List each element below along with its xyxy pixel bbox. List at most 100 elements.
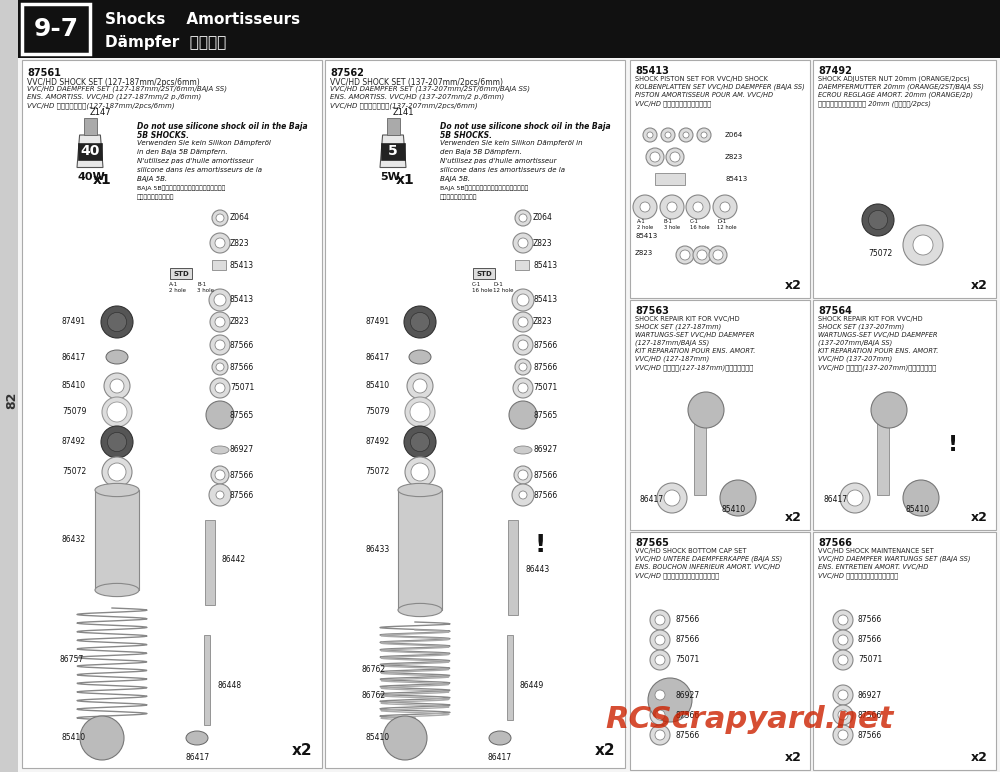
Text: ENS. AMORTISS. VVC/HD (127-187mm/2 p./6mm): ENS. AMORTISS. VVC/HD (127-187mm/2 p./6m… [27,94,201,100]
Text: SHOCK PISTON SET FOR VVC/HD SHOCK: SHOCK PISTON SET FOR VVC/HD SHOCK [635,76,768,82]
Text: ENS. BOUCHON INFERIEUR AMORT. VVC/HD: ENS. BOUCHON INFERIEUR AMORT. VVC/HD [635,564,780,570]
Bar [630,300,810,530]
Circle shape [519,214,527,222]
Text: x2: x2 [971,751,988,764]
Text: in den Baja 5B Dämpfern.: in den Baja 5B Dämpfern. [137,149,228,155]
Bar [813,300,996,530]
Text: BAJA 5Bのショックには専用ババシックオイル: BAJA 5Bのショックには専用ババシックオイル [440,185,528,191]
Circle shape [686,195,710,219]
Text: 87566: 87566 [858,615,882,625]
Circle shape [833,705,853,725]
Text: x2: x2 [291,743,312,758]
Bar [78,143,102,160]
Circle shape [655,690,665,700]
Bar [170,268,192,279]
Circle shape [862,204,894,236]
Circle shape [215,317,225,327]
Text: 86762: 86762 [362,690,386,699]
Text: 85413: 85413 [635,233,657,239]
Ellipse shape [106,350,128,364]
Circle shape [838,635,848,645]
Text: x1: x1 [396,172,414,187]
Text: A-1
2 hole: A-1 2 hole [637,219,653,230]
Circle shape [215,238,225,248]
Text: SHOCK REPAIR KIT FOR VVC/HD: SHOCK REPAIR KIT FOR VVC/HD [818,316,923,322]
Circle shape [110,379,124,393]
Text: (137-207mm/BAJA SS): (137-207mm/BAJA SS) [818,340,892,347]
Circle shape [720,202,730,212]
Circle shape [413,379,427,393]
Circle shape [210,233,230,253]
Text: 86417: 86417 [62,353,86,361]
Text: 86762: 86762 [362,665,386,675]
Circle shape [101,426,133,458]
Circle shape [509,401,537,429]
Text: N'utilisez pas d'huile amortisseur: N'utilisez pas d'huile amortisseur [440,158,556,164]
Circle shape [410,402,430,422]
Circle shape [838,655,848,665]
Bar [204,635,210,725]
Circle shape [407,373,433,399]
Text: 86448: 86448 [217,680,241,689]
Ellipse shape [409,350,431,364]
Circle shape [513,378,533,398]
Text: 75071: 75071 [533,384,557,392]
Circle shape [670,152,680,162]
Text: 86417: 86417 [365,353,389,361]
Text: 87566: 87566 [230,470,254,479]
Text: (127-187mm/BAJA SS): (127-187mm/BAJA SS) [635,340,709,347]
Text: BAJA 5B.: BAJA 5B. [137,176,167,182]
Text: VVC/HD SHOCK SET (127-187mm/2pcs/6mm): VVC/HD SHOCK SET (127-187mm/2pcs/6mm) [27,78,200,87]
Bar [205,520,215,605]
Circle shape [107,313,127,332]
Circle shape [383,716,427,760]
Text: VVC/HD ショックセット(137-207mm/2pcs/6mm): VVC/HD ショックセット(137-207mm/2pcs/6mm) [330,102,478,109]
Text: ENS. AMORTISS. VVC/HD (137-207mm/2 p./6mm): ENS. AMORTISS. VVC/HD (137-207mm/2 p./6m… [330,94,504,100]
Circle shape [206,401,234,429]
Ellipse shape [186,731,208,745]
Text: 86449: 86449 [520,680,544,689]
Bar [630,60,810,298]
Circle shape [633,195,657,219]
Circle shape [679,128,693,142]
Circle shape [107,432,127,452]
Text: 86417: 86417 [185,753,209,762]
Polygon shape [77,135,103,168]
Circle shape [697,250,707,260]
Text: 75079: 75079 [365,408,389,417]
Bar [22,60,322,768]
Text: 5: 5 [388,144,398,158]
Text: Z823: Z823 [230,239,250,248]
Text: 87492: 87492 [818,66,852,76]
Circle shape [212,210,228,226]
Bar [473,268,495,279]
Text: 87492: 87492 [365,438,389,446]
Text: 87492: 87492 [62,438,86,446]
Circle shape [655,730,665,740]
Text: Z141: Z141 [393,108,415,117]
Text: x2: x2 [785,279,802,292]
Text: 85413: 85413 [230,296,254,304]
Text: Z147: Z147 [90,108,112,117]
Text: KIT REPARATION POUR ENS. AMORT.: KIT REPARATION POUR ENS. AMORT. [818,348,938,354]
Circle shape [655,615,665,625]
Text: VVC/HD ショック用ピストンセット: VVC/HD ショック用ピストンセット [635,100,711,107]
Circle shape [676,246,694,264]
Text: VVC/HD SHOCK BOTTOM CAP SET: VVC/HD SHOCK BOTTOM CAP SET [635,548,746,554]
Text: 40: 40 [80,144,100,158]
Circle shape [107,402,127,422]
Text: 75071: 75071 [858,655,882,665]
Circle shape [512,484,534,506]
Text: 87561: 87561 [27,68,61,78]
Text: 87562: 87562 [330,68,364,78]
Circle shape [657,483,687,513]
Text: 87566: 87566 [675,615,699,625]
Circle shape [833,725,853,745]
Text: 87566: 87566 [533,340,557,350]
Text: 75072: 75072 [365,468,389,476]
Bar [515,260,529,270]
Text: 75071: 75071 [675,655,699,665]
Text: 85410: 85410 [905,506,929,514]
Circle shape [515,210,531,226]
Text: 87566: 87566 [675,730,699,740]
